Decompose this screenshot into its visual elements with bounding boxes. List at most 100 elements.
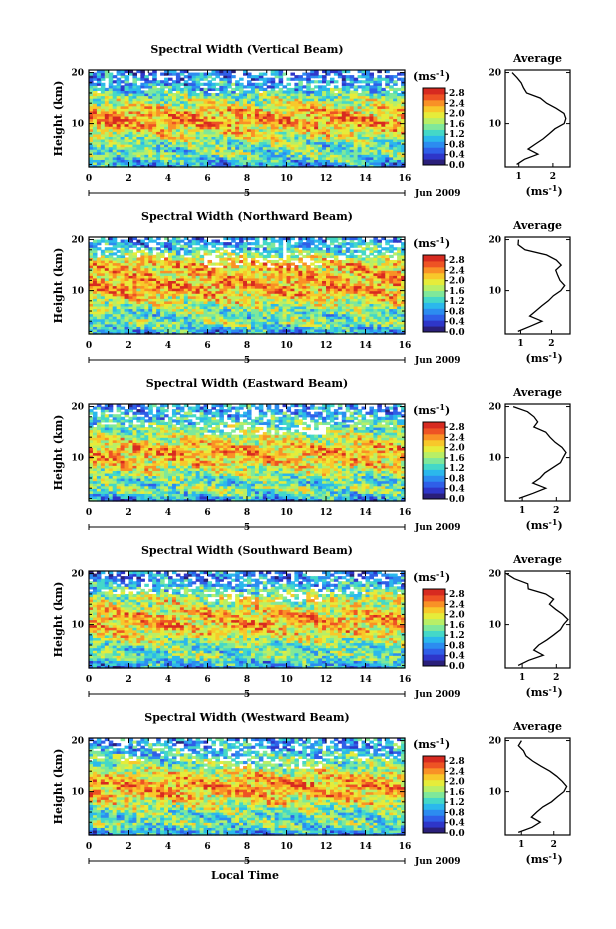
heatmap-cell bbox=[361, 100, 367, 104]
heatmap-cell bbox=[191, 331, 197, 335]
heatmap-cell bbox=[104, 121, 110, 125]
heatmap-cell bbox=[318, 144, 323, 148]
heatmap-cell bbox=[250, 146, 256, 150]
heatmap-cell bbox=[211, 331, 216, 335]
heatmap-cell bbox=[357, 110, 363, 114]
heatmap-cell bbox=[203, 313, 209, 317]
heatmap-cell bbox=[377, 103, 382, 107]
heatmap-cell bbox=[160, 82, 165, 86]
heatmap-cell bbox=[124, 103, 130, 107]
heatmap-cell bbox=[286, 328, 292, 333]
colorbar-segment bbox=[423, 88, 445, 95]
heatmap-cell bbox=[270, 126, 276, 130]
heatmap-cell bbox=[349, 108, 355, 112]
heatmap-cell bbox=[100, 141, 106, 145]
heatmap-cell bbox=[171, 146, 177, 150]
heatmap-cell bbox=[231, 121, 236, 125]
heatmap-cell bbox=[108, 126, 114, 130]
heatmap-cell bbox=[96, 80, 102, 84]
heatmap-cell bbox=[211, 98, 216, 102]
heatmap-cell bbox=[183, 311, 189, 315]
heatmap-cell bbox=[195, 98, 201, 102]
heatmap-cell bbox=[397, 161, 402, 166]
heatmap-cell bbox=[365, 159, 371, 163]
heatmap-cell bbox=[108, 164, 114, 168]
heatmap-cell bbox=[144, 154, 149, 158]
heatmap-cell bbox=[132, 323, 137, 327]
heatmap-cell bbox=[207, 159, 213, 163]
heatmap-cell bbox=[270, 146, 276, 150]
heatmap-cell bbox=[132, 131, 137, 135]
heatmap-cell bbox=[361, 136, 367, 140]
heatmap-cell bbox=[310, 72, 315, 76]
heatmap-cell bbox=[128, 151, 134, 155]
heatmap-cell bbox=[120, 318, 126, 322]
heatmap-cell bbox=[258, 121, 264, 125]
date-label: Jun 2009 bbox=[414, 189, 461, 199]
heatmap-cell bbox=[243, 313, 248, 317]
heatmap-cell bbox=[250, 136, 256, 140]
heatmap-cell bbox=[223, 100, 228, 104]
heatmap-cell bbox=[357, 331, 363, 335]
heatmap-cell bbox=[239, 110, 244, 114]
heatmap-cell bbox=[116, 326, 122, 330]
heatmap-cell bbox=[377, 75, 382, 79]
heatmap-cell bbox=[156, 115, 161, 120]
heatmap-cell bbox=[215, 126, 220, 130]
heatmap-cell bbox=[191, 318, 197, 322]
heatmap-cell bbox=[144, 136, 149, 140]
heatmap-cell bbox=[128, 100, 134, 104]
heatmap-cell bbox=[179, 144, 185, 148]
heatmap-cell bbox=[120, 123, 126, 127]
heatmap-cell bbox=[310, 159, 315, 163]
heatmap-cell bbox=[258, 316, 264, 320]
heatmap-cell bbox=[306, 146, 311, 150]
heatmap-cell bbox=[373, 128, 378, 132]
heatmap-cell bbox=[171, 141, 177, 145]
heatmap-cell bbox=[294, 156, 299, 160]
heatmap-cell bbox=[314, 141, 319, 145]
heatmap-cell bbox=[361, 331, 367, 335]
heatmap-cell bbox=[104, 151, 110, 155]
heatmap-cell bbox=[393, 118, 398, 122]
heatmap-cell bbox=[274, 90, 280, 94]
heatmap-cell bbox=[294, 138, 299, 143]
heatmap-cell bbox=[341, 313, 347, 317]
heatmap-cell bbox=[294, 136, 299, 140]
heatmap-cell bbox=[211, 118, 216, 122]
heatmap-cell bbox=[369, 318, 374, 322]
heatmap-cell bbox=[179, 131, 185, 135]
heatmap-cell bbox=[219, 126, 224, 130]
heatmap-cell bbox=[337, 331, 343, 335]
heatmap-cell bbox=[393, 149, 398, 153]
heatmap-cell bbox=[120, 331, 126, 335]
heatmap-cell bbox=[227, 321, 232, 325]
heatmap-cell bbox=[278, 144, 284, 148]
heatmap-cell bbox=[369, 146, 374, 150]
heatmap-cell bbox=[219, 103, 224, 107]
heatmap-cell bbox=[349, 118, 355, 122]
heatmap-cell bbox=[144, 126, 149, 130]
heatmap-cell bbox=[341, 126, 347, 130]
heatmap-cell bbox=[195, 146, 201, 150]
heatmap-cell bbox=[262, 100, 268, 104]
heatmap-cell bbox=[365, 100, 371, 104]
heatmap-cell bbox=[381, 328, 386, 333]
heatmap-cell bbox=[164, 323, 169, 327]
heatmap-cell bbox=[195, 121, 201, 125]
heatmap-cell bbox=[223, 156, 228, 160]
heatmap-cell bbox=[381, 159, 386, 163]
heatmap-cell bbox=[227, 149, 232, 153]
heatmap-cell bbox=[108, 92, 114, 97]
heatmap-cell bbox=[227, 318, 232, 322]
heatmap-cell bbox=[207, 311, 213, 315]
heatmap-cell bbox=[164, 316, 169, 320]
heatmap-cell bbox=[187, 100, 193, 104]
heatmap-cell bbox=[294, 87, 299, 92]
heatmap-cell bbox=[152, 164, 157, 168]
heatmap-cell bbox=[100, 138, 106, 143]
heatmap-cell bbox=[164, 146, 169, 150]
heatmap-cell bbox=[397, 144, 402, 148]
heatmap-cell bbox=[326, 146, 331, 150]
heatmap-cell bbox=[235, 161, 240, 166]
